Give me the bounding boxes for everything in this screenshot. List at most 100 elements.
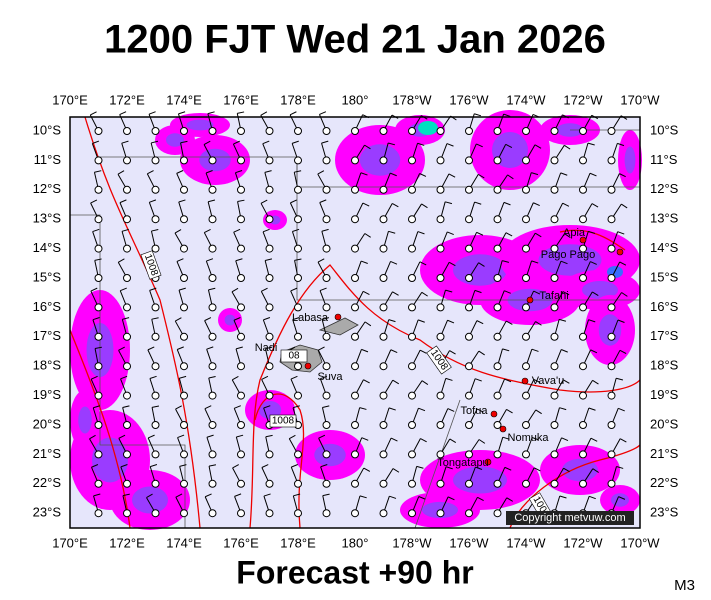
barb-station <box>579 303 587 312</box>
barb-station <box>180 303 188 312</box>
barb-flag <box>388 142 396 146</box>
barb-station <box>379 450 388 459</box>
barb-station <box>151 303 160 312</box>
barb-station <box>607 185 616 194</box>
barb-flag <box>559 495 567 499</box>
barb-flag <box>204 405 212 410</box>
barb-station <box>579 215 587 224</box>
barb-flag <box>448 261 456 267</box>
barb-flag <box>559 407 567 411</box>
lon-label-bottom: 176°E <box>223 535 259 550</box>
barb-station <box>493 215 502 224</box>
barb-station <box>151 332 160 341</box>
barb-station <box>493 450 502 459</box>
barb-flag <box>587 142 595 146</box>
barb-flag <box>94 258 102 261</box>
place-name: Pago Pago <box>541 249 595 261</box>
barb-flag <box>119 111 127 116</box>
barb-station <box>208 391 217 400</box>
barb-station <box>465 156 473 165</box>
barb-station <box>123 156 131 165</box>
lat-label-right: 11°S <box>650 152 678 167</box>
barb-station <box>465 244 473 253</box>
barb-station <box>265 127 274 135</box>
barb-flag <box>364 321 372 327</box>
barb-flag <box>560 260 568 265</box>
barb-flag <box>505 232 513 237</box>
barb-flag <box>417 142 425 146</box>
barb-station <box>208 421 217 429</box>
barb-flag <box>559 318 567 322</box>
lat-label-right: 14°S <box>650 240 679 255</box>
barb-flag <box>617 319 625 323</box>
barb-flag <box>588 407 596 411</box>
barb-station <box>436 274 445 282</box>
barb-flag <box>506 497 514 502</box>
rain-inner <box>92 437 128 483</box>
barb-station <box>408 127 416 135</box>
barb-flag <box>321 140 329 144</box>
lat-label-left: 19°S <box>33 387 62 402</box>
barb-station <box>579 421 587 429</box>
barb-station <box>550 362 559 371</box>
barb-flag <box>206 346 214 350</box>
barb-station <box>351 215 359 224</box>
barb-station <box>123 450 131 459</box>
barb-flag <box>265 434 273 438</box>
lon-label-top: 178°E <box>280 92 316 107</box>
place-dot <box>304 362 312 370</box>
place-dot <box>334 313 342 321</box>
barb-station <box>436 421 445 429</box>
barb-flag <box>322 405 330 408</box>
barb-flag <box>476 408 484 413</box>
copyright: Copyright metvuw.com <box>514 512 625 524</box>
barb-station <box>550 421 559 429</box>
barb-station <box>522 185 530 194</box>
barb-station <box>522 332 530 341</box>
lat-label-right: 15°S <box>650 269 679 284</box>
lon-label-bottom: 176°W <box>449 535 489 550</box>
barb-flag <box>149 199 157 203</box>
barb-flag <box>478 262 485 267</box>
barb-station <box>151 450 160 459</box>
lon-label-top: 178°W <box>392 92 432 107</box>
barb-flag <box>317 258 325 263</box>
barb-flag <box>320 464 328 468</box>
barb-flag <box>447 231 454 235</box>
barb-flag <box>265 346 273 350</box>
barb-station <box>180 421 188 429</box>
lat-label-right: 20°S <box>650 416 679 431</box>
barb-station <box>265 215 274 224</box>
barb-flag <box>119 199 127 204</box>
barb-station <box>607 362 616 371</box>
barb-flag <box>417 319 425 323</box>
barb-flag <box>445 289 453 293</box>
place-name: Nomuka <box>508 432 550 444</box>
barb-station <box>465 450 473 459</box>
barb-station <box>522 127 530 135</box>
barb-station <box>180 479 188 488</box>
barb-flag <box>146 493 153 499</box>
place-dot <box>499 425 507 433</box>
isobar-label-box <box>140 250 162 280</box>
barb-flag <box>147 434 155 439</box>
barb-flag <box>290 375 298 380</box>
barb-station <box>237 127 245 135</box>
barb-flag <box>322 317 330 320</box>
barb-flag <box>445 466 453 470</box>
barb-flag <box>363 379 370 384</box>
lon-label-bottom: 172°E <box>109 535 145 550</box>
barb-flag <box>91 464 99 468</box>
barb-station <box>265 479 274 488</box>
barb-station <box>237 274 245 282</box>
isobar-label-box <box>280 349 308 363</box>
barb-station <box>265 362 274 371</box>
barb-flag <box>474 378 482 382</box>
barb-flag <box>533 202 540 207</box>
barb-station <box>493 274 502 282</box>
barb-station <box>522 362 530 371</box>
barb-flag <box>362 290 370 295</box>
barb-flag <box>535 321 542 326</box>
barb-flag <box>94 170 102 173</box>
barb-station <box>436 244 445 253</box>
